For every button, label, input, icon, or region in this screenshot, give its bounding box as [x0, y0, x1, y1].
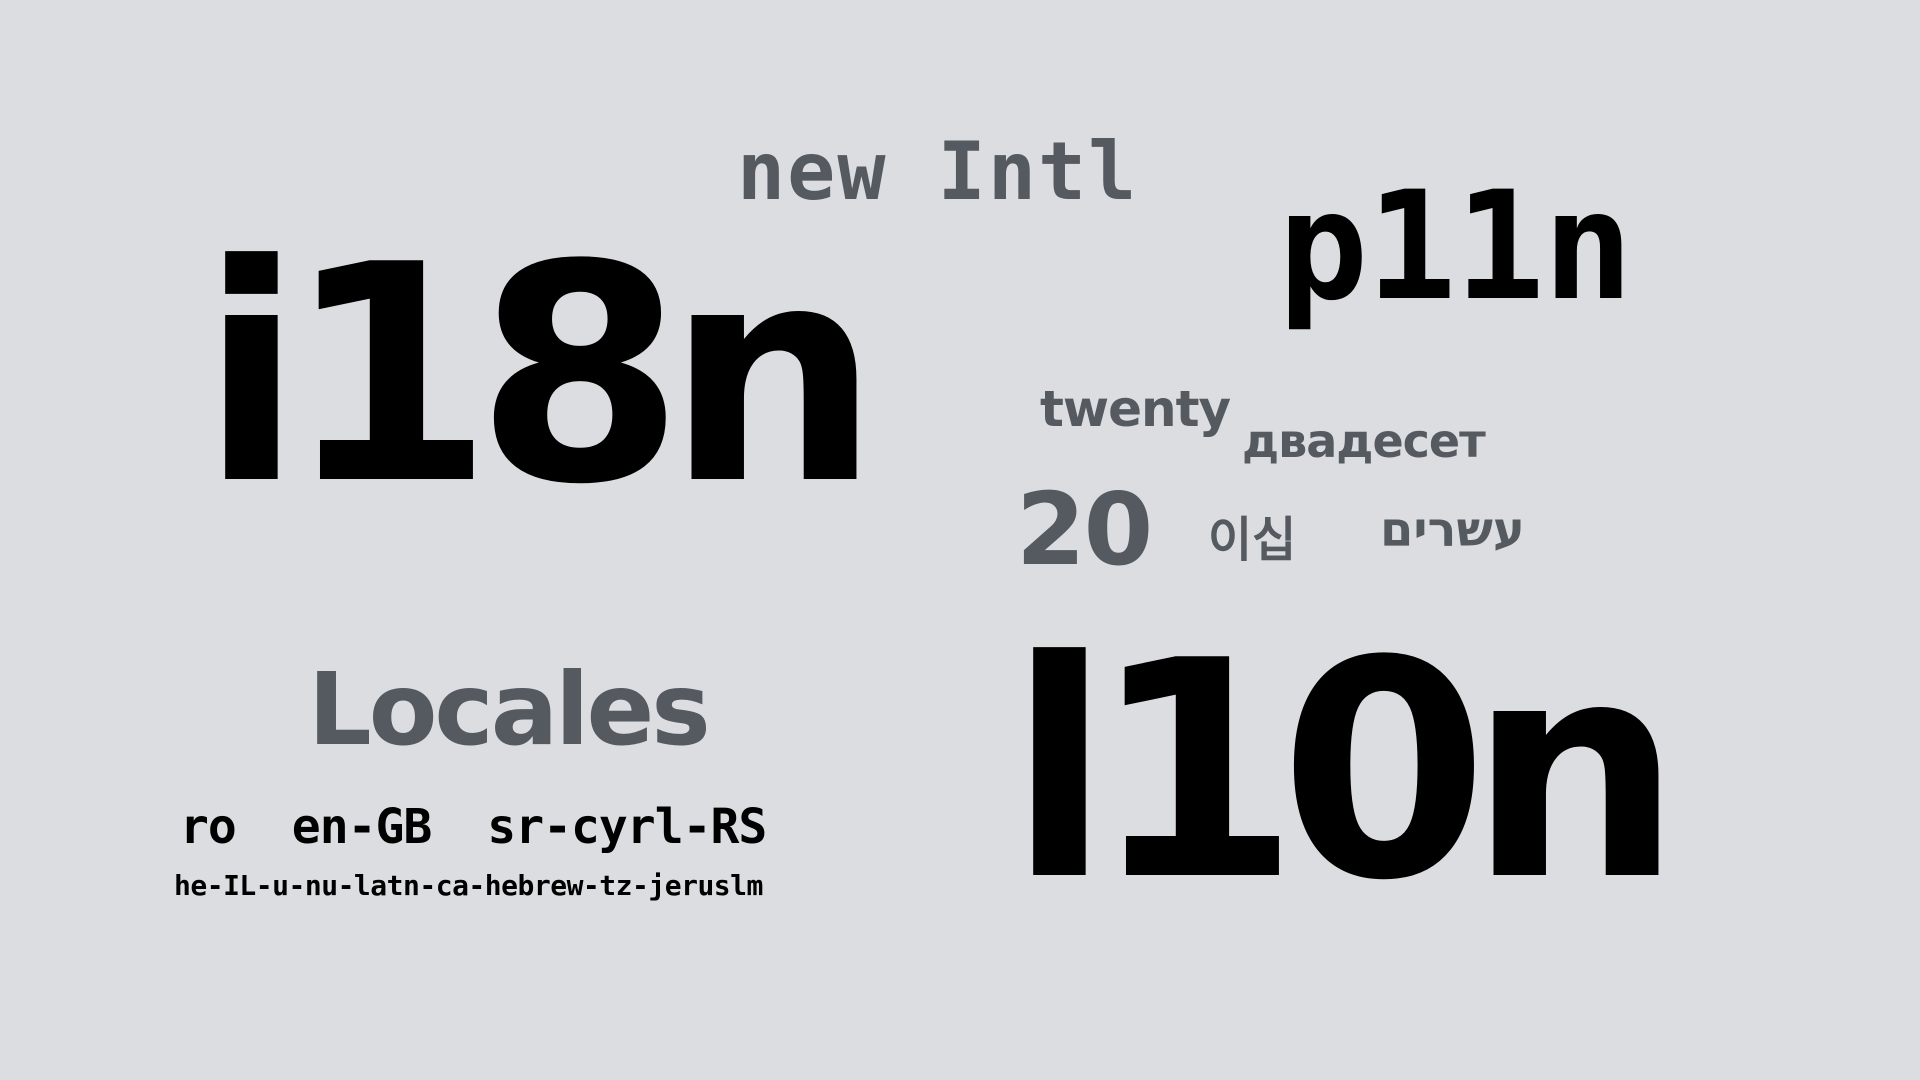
- locales-heading: Locales: [308, 651, 711, 768]
- twenty-bulgarian-text: двадесет: [1242, 414, 1486, 468]
- locale-long-code: he-IL-u-nu-latn-ca-hebrew-tz-jeruslm: [174, 869, 763, 902]
- l10n-text: l10n: [1008, 597, 1682, 946]
- locale-code-en-gb: en-GB: [291, 799, 432, 855]
- p11n-text: p11n: [1278, 160, 1633, 334]
- twenty-korean-text: 이십: [1208, 512, 1297, 568]
- twenty-hebrew-text: עשרים: [1380, 502, 1525, 558]
- locale-code-sr-cyrl-rs: sr-cyrl-RS: [487, 799, 767, 855]
- locale-code-ro: ro: [180, 799, 237, 855]
- twenty-numeral-text: 20: [1016, 471, 1153, 588]
- twenty-english-text: twenty: [1040, 380, 1231, 438]
- i18n-text: i18n: [200, 201, 880, 550]
- locale-codes-row: ro en-GB sr-cyrl-RS: [180, 799, 767, 855]
- new-intl-text: new Intl: [737, 125, 1139, 218]
